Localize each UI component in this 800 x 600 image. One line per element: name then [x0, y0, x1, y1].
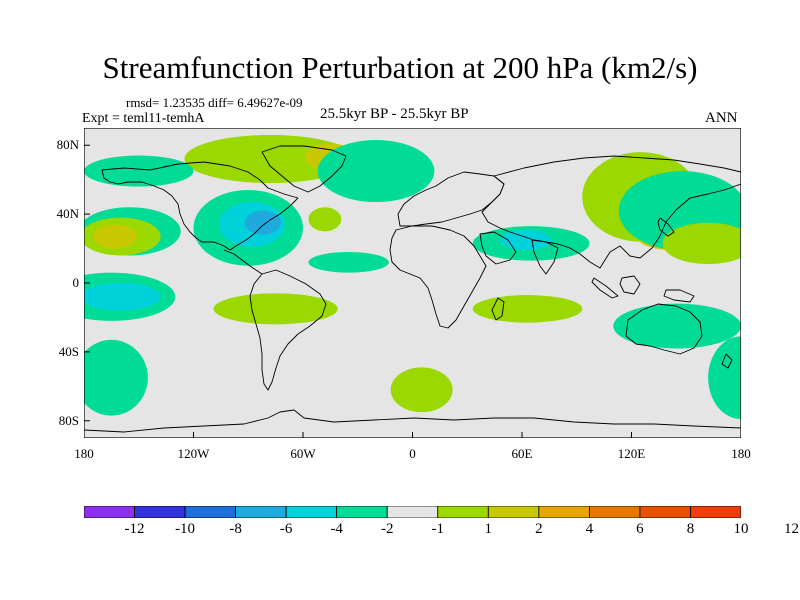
colorbar-label: -1 — [431, 521, 445, 537]
coastline-central-america — [223, 249, 263, 275]
field-negative-10 — [244, 210, 282, 235]
colorbar-swatch — [690, 506, 741, 518]
colorbar-label: -2 — [380, 521, 394, 537]
coastline-borneo — [619, 275, 641, 295]
rmsd-diff-stats: rmsd= 1.23535 diff= 6.49627e-09 — [126, 95, 303, 110]
lat-label: 40S — [58, 343, 79, 359]
field-positive-2 — [472, 295, 583, 323]
plot-title: Streamfunction Perturbation at 200 hPa (… — [102, 50, 698, 85]
colorbar-label: -4 — [330, 521, 343, 537]
coastline-australia — [625, 303, 703, 355]
colorbar-swatch — [84, 506, 135, 518]
coastline-antarctica — [84, 409, 741, 433]
lon-label: 0 — [409, 446, 416, 461]
colorbar-label: 6 — [636, 521, 644, 537]
coastline-new-guinea — [663, 289, 695, 303]
colorbar-swatch — [538, 506, 590, 518]
coastline-north-america — [101, 161, 299, 251]
field-positive-4 — [308, 207, 342, 232]
field-negative-25 — [308, 252, 389, 273]
field-negative-21 — [84, 155, 194, 187]
colorbar-label: -10 — [175, 521, 196, 537]
field-negative-20 — [317, 140, 435, 203]
season-label: ANN — [705, 110, 738, 126]
coastline-new-zealand — [721, 353, 733, 369]
lat-label: 80N — [56, 137, 79, 153]
lon-label: 120W — [177, 446, 210, 461]
lat-label: 40N — [56, 206, 79, 222]
field-negative-16 — [84, 339, 148, 416]
coastlines — [84, 145, 741, 433]
colorbar-label: 12 — [784, 521, 800, 537]
lat-label: 80S — [58, 412, 79, 428]
world-map — [84, 128, 741, 438]
field-positive-0 — [390, 367, 453, 413]
colorbar-label: 10 — [733, 521, 749, 537]
field-negative-14 — [500, 229, 552, 251]
lat-label: 0 — [72, 275, 80, 290]
colorbar-swatch — [235, 506, 287, 518]
coastline-japan — [657, 217, 675, 237]
coastline-south-america — [249, 269, 327, 391]
colorbar-swatch — [487, 506, 540, 518]
lon-label: 60E — [511, 446, 533, 461]
colorbar — [84, 506, 741, 518]
colorbar-label: 2 — [535, 521, 543, 537]
field-positive-19 — [662, 222, 741, 265]
coastline-arabia — [479, 231, 517, 265]
period-label: 25.5kyr BP - 25.5kyr BP — [320, 106, 469, 122]
colorbar-swatch — [437, 506, 489, 518]
colorbar-swatch — [184, 506, 237, 518]
field-positive-24 — [93, 224, 137, 249]
colorbar-swatch — [336, 506, 388, 518]
coastline-asia — [481, 155, 741, 269]
colorbar-swatch — [639, 506, 691, 518]
field-negative-17 — [708, 336, 741, 420]
colorbar-label: 1 — [484, 521, 493, 537]
lon-label: 180 — [731, 446, 751, 461]
experiment-label: Expt = teml11-temhA — [82, 111, 205, 126]
coastline-madagascar — [491, 297, 505, 321]
colorbar-label: -12 — [124, 521, 145, 537]
field-negative-15 — [613, 303, 741, 349]
colorbar-label: -8 — [229, 521, 242, 537]
colorbar-swatch — [386, 506, 439, 518]
coastline-africa — [389, 225, 487, 329]
coastline-india — [531, 239, 559, 275]
field-positive-1 — [213, 293, 338, 325]
coastline-sumatra — [591, 277, 619, 299]
colorbar-swatch — [285, 506, 338, 518]
colorbar-swatch — [134, 506, 186, 518]
colorbar-label: 4 — [585, 521, 594, 537]
field-negative-12 — [84, 283, 161, 311]
colorbar-swatch — [588, 506, 641, 518]
lon-label: 180 — [74, 446, 94, 461]
lon-label: 60W — [290, 446, 316, 461]
axis-ticks — [84, 144, 741, 438]
lon-label: 120E — [617, 446, 646, 461]
coastline-greenland — [261, 145, 347, 193]
colorbar-label: -6 — [279, 521, 293, 537]
colorbar-label: 8 — [686, 521, 695, 537]
